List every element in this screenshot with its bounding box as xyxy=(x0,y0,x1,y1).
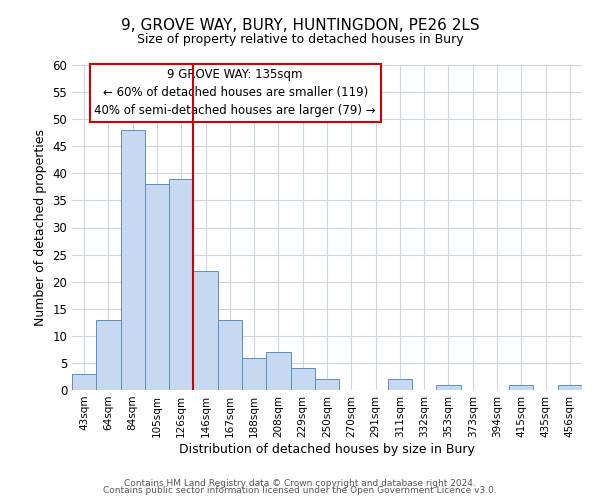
Bar xyxy=(169,179,193,390)
Text: 9, GROVE WAY, BURY, HUNTINGDON, PE26 2LS: 9, GROVE WAY, BURY, HUNTINGDON, PE26 2LS xyxy=(121,18,479,32)
Bar xyxy=(218,320,242,390)
Bar xyxy=(315,379,339,390)
Bar xyxy=(436,384,461,390)
X-axis label: Distribution of detached houses by size in Bury: Distribution of detached houses by size … xyxy=(179,442,475,456)
Bar xyxy=(509,384,533,390)
Bar xyxy=(388,379,412,390)
Bar xyxy=(121,130,145,390)
Text: Contains public sector information licensed under the Open Government Licence v3: Contains public sector information licen… xyxy=(103,486,497,495)
Bar xyxy=(72,374,96,390)
Text: Size of property relative to detached houses in Bury: Size of property relative to detached ho… xyxy=(137,32,463,46)
Bar xyxy=(145,184,169,390)
Bar xyxy=(290,368,315,390)
Y-axis label: Number of detached properties: Number of detached properties xyxy=(34,129,47,326)
Text: Contains HM Land Registry data © Crown copyright and database right 2024.: Contains HM Land Registry data © Crown c… xyxy=(124,478,476,488)
Bar xyxy=(242,358,266,390)
Bar xyxy=(96,320,121,390)
Bar xyxy=(558,384,582,390)
Text: 9 GROVE WAY: 135sqm
← 60% of detached houses are smaller (119)
40% of semi-detac: 9 GROVE WAY: 135sqm ← 60% of detached ho… xyxy=(94,68,376,117)
Bar xyxy=(193,271,218,390)
Bar xyxy=(266,352,290,390)
